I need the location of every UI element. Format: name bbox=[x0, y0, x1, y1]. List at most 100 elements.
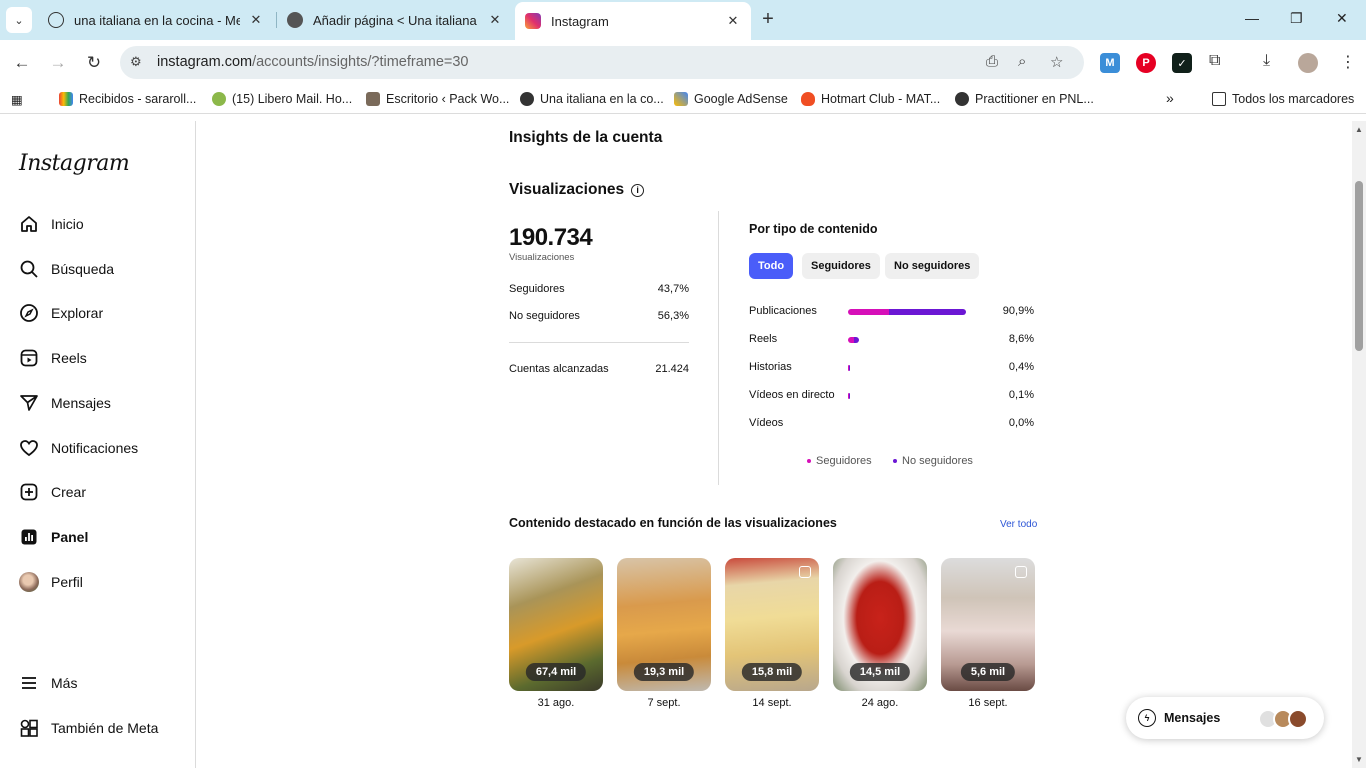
tab-close-icon[interactable]: ✕ bbox=[727, 13, 739, 28]
nav-mas[interactable]: Más bbox=[18, 669, 77, 697]
messages-pill-label: Mensajes bbox=[1164, 711, 1221, 725]
back-icon[interactable]: ← bbox=[13, 53, 31, 72]
scroll-down-icon[interactable]: ▼ bbox=[1355, 755, 1363, 764]
post-thumbnail[interactable]: 19,3 mil bbox=[617, 558, 711, 691]
nav-busqueda[interactable]: Búsqueda bbox=[18, 255, 114, 283]
bookmarks-bar: ▦ Recibidos - sararoll... (15) Libero Ma… bbox=[0, 86, 1366, 114]
browser-toolbar: ← → ↻ ⚙ instagram.com/accounts/insights/… bbox=[0, 40, 1366, 86]
new-tab-button[interactable]: + bbox=[762, 8, 774, 30]
nav-mensajes[interactable]: Mensajes bbox=[18, 389, 111, 417]
tab-close-icon[interactable]: ✕ bbox=[489, 12, 501, 27]
reload-icon[interactable]: ↻ bbox=[86, 53, 102, 72]
heart-icon bbox=[18, 437, 40, 459]
post-thumbnail[interactable]: 5,6 mil bbox=[941, 558, 1035, 691]
pinterest-extension-icon[interactable]: P bbox=[1136, 53, 1156, 73]
window-close-icon[interactable]: ✕ bbox=[1336, 10, 1348, 26]
nav-label: Notificaciones bbox=[51, 440, 139, 456]
scroll-up-icon[interactable]: ▲ bbox=[1355, 125, 1363, 134]
filter-todo[interactable]: Todo bbox=[749, 253, 794, 279]
extension-check-icon[interactable]: ✓ bbox=[1172, 53, 1192, 73]
vertical-divider bbox=[718, 211, 719, 485]
openai-favicon-icon bbox=[48, 12, 64, 28]
tab-search-chevron-icon[interactable]: ⌄ bbox=[6, 7, 32, 33]
post-thumbnail[interactable]: 14,5 mil bbox=[833, 558, 927, 691]
bookmark-pnl[interactable]: Practitioner en PNL... bbox=[955, 92, 1094, 106]
minimize-icon[interactable]: — bbox=[1245, 10, 1259, 26]
nav-tambien-de-meta[interactable]: También de Meta bbox=[18, 714, 158, 742]
total-views-label: Visualizaciones bbox=[509, 252, 575, 263]
bookmark-hotmart[interactable]: Hotmart Club - MAT... bbox=[801, 92, 940, 106]
tab-anadir-pagina[interactable]: Añadir página < Una italiana en ✕ bbox=[277, 4, 513, 36]
download-icon[interactable]: ⤓ bbox=[1263, 52, 1271, 69]
info-icon[interactable]: i bbox=[631, 183, 645, 197]
content-type-pct: 0,0% bbox=[1008, 417, 1034, 429]
restore-icon[interactable]: ❐ bbox=[1290, 10, 1303, 26]
address-bar[interactable]: ⚙ instagram.com/accounts/insights/?timef… bbox=[120, 46, 1084, 79]
search-icon bbox=[18, 258, 40, 280]
nav-reels[interactable]: Reels bbox=[18, 344, 87, 372]
content-type-pct: 8,6% bbox=[1008, 333, 1034, 345]
bookmark-escritorio[interactable]: Escritorio ‹ Pack Wo... bbox=[366, 92, 509, 106]
nav-crear[interactable]: Crear bbox=[18, 478, 86, 506]
extension-m-icon[interactable]: M bbox=[1100, 53, 1120, 73]
tab-title: Añadir página < Una italiana en bbox=[313, 12, 479, 28]
reel-badge-icon bbox=[799, 566, 811, 578]
browser-tab-strip: ⌄ una italiana en la cocina - Mejor ✕ Añ… bbox=[0, 0, 1366, 40]
libero-icon bbox=[212, 92, 226, 106]
bookmark-label: Escritorio ‹ Pack Wo... bbox=[386, 92, 510, 106]
bookmarks-overflow-icon[interactable]: » bbox=[1166, 90, 1174, 106]
content-type-bar bbox=[848, 337, 859, 343]
wordpress-favicon-icon bbox=[287, 12, 303, 28]
section-title: Visualizaciones i bbox=[509, 181, 645, 199]
filter-seguidores[interactable]: Seguidores bbox=[802, 253, 880, 279]
profile-avatar-icon[interactable] bbox=[1298, 53, 1318, 73]
content-type-pct: 0,1% bbox=[1008, 389, 1034, 401]
page-scrollbar[interactable]: ▲ ▼ bbox=[1352, 121, 1366, 768]
forward-icon[interactable]: → bbox=[49, 53, 67, 72]
reached-label: Cuentas alcanzadas bbox=[509, 363, 609, 375]
legend-followers: Seguidores bbox=[807, 455, 872, 467]
nav-explorar[interactable]: Explorar bbox=[18, 299, 103, 327]
bookmark-libero[interactable]: (15) Libero Mail. Ho... bbox=[212, 92, 352, 106]
url-text[interactable]: instagram.com/accounts/insights/?timefra… bbox=[157, 54, 469, 70]
nav-label: Perfil bbox=[51, 574, 83, 590]
nav-label: Búsqueda bbox=[51, 261, 115, 277]
all-bookmarks[interactable]: Todos los marcadores bbox=[1212, 92, 1354, 106]
instagram-logo[interactable]: Instagram bbox=[19, 151, 130, 176]
tab-italiana-cocina[interactable]: una italiana en la cocina - Mejor ✕ bbox=[38, 4, 274, 36]
content-type-row: Vídeos en directo 0,1% bbox=[749, 388, 1034, 404]
followers-stat: Seguidores 43,7% bbox=[509, 283, 689, 295]
post-thumbnail[interactable]: 15,8 mil bbox=[725, 558, 819, 691]
site-settings-icon[interactable]: ⚙ bbox=[130, 54, 142, 69]
content-type-pct: 90,9% bbox=[1002, 305, 1034, 317]
tab-instagram[interactable]: Instagram ✕ bbox=[515, 2, 751, 40]
reel-badge-icon bbox=[1015, 566, 1027, 578]
nav-perfil[interactable]: Perfil bbox=[18, 568, 83, 596]
nav-panel[interactable]: Panel bbox=[18, 523, 88, 551]
bookmark-adsense[interactable]: Google AdSense bbox=[674, 92, 788, 106]
menu-kebab-icon[interactable]: ⋮ bbox=[1340, 54, 1356, 71]
legend-label: Seguidores bbox=[816, 455, 872, 467]
bookmark-gmail[interactable]: Recibidos - sararoll... bbox=[59, 92, 196, 106]
bookmark-italiana[interactable]: Una italiana en la co... bbox=[520, 92, 664, 106]
see-all-link[interactable]: Ver todo bbox=[1000, 519, 1038, 530]
extensions-puzzle-icon[interactable]: ⧉ bbox=[1209, 52, 1221, 69]
filter-no-seguidores[interactable]: No seguidores bbox=[885, 253, 980, 279]
url-host: instagram.com bbox=[157, 54, 253, 70]
divider bbox=[509, 342, 689, 343]
nav-notificaciones[interactable]: Notificaciones bbox=[18, 434, 138, 462]
pack-icon bbox=[366, 92, 380, 106]
zoom-icon[interactable]: ⌕ bbox=[1018, 53, 1027, 70]
install-app-icon[interactable]: ⎙ bbox=[986, 53, 999, 70]
legend-label: No seguidores bbox=[902, 455, 973, 467]
nav-inicio[interactable]: Inicio bbox=[18, 210, 84, 238]
legend-dot bbox=[893, 459, 897, 463]
messages-pill[interactable]: ϟ Mensajes bbox=[1126, 697, 1324, 739]
post-thumbnail[interactable]: 67,4 mil bbox=[509, 558, 603, 691]
tab-close-icon[interactable]: ✕ bbox=[250, 12, 262, 27]
nav-label: Más bbox=[51, 675, 78, 691]
apps-grid-icon[interactable]: ▦ bbox=[11, 93, 23, 107]
scroll-thumb[interactable] bbox=[1355, 181, 1363, 351]
content-type-label: Historias bbox=[749, 361, 792, 373]
bookmark-star-icon[interactable]: ☆ bbox=[1050, 54, 1064, 71]
